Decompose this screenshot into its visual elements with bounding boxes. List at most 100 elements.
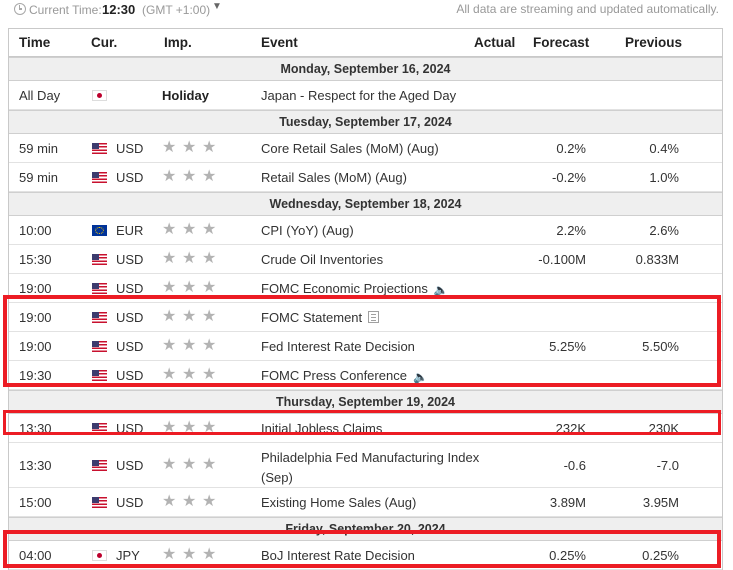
event-name[interactable]: CPI (YoY) (Aug) <box>261 223 354 238</box>
event-name[interactable]: FOMC Press Conference <box>261 368 407 383</box>
star-icon: ★ <box>182 221 197 238</box>
currency: USD <box>116 141 144 156</box>
highlight-box-fomc <box>3 295 721 387</box>
previous-value: 5.50% <box>642 339 679 354</box>
event-name-with-icon[interactable]: FOMC Press Conference 🔈 <box>261 368 428 384</box>
event-name-with-icon[interactable]: FOMC Statement <box>261 310 380 325</box>
date-row-tuesday: Tuesday, September 17, 2024 <box>9 110 722 134</box>
header-previous[interactable]: Previous <box>625 35 683 50</box>
importance-stars: ★ ★ ★ <box>162 140 222 156</box>
highlight-box-boj <box>3 530 721 568</box>
star-icon: ★ <box>202 337 217 354</box>
star-icon: ★ <box>162 308 177 325</box>
previous-value: 3.95M <box>642 495 679 510</box>
event-time: 19:00 <box>19 310 52 325</box>
header-currency[interactable]: Cur. <box>91 35 118 50</box>
header-forecast[interactable]: Forecast <box>533 35 590 50</box>
table-row[interactable]: 19:00 USD ★ ★ ★ FOMC Statement <box>9 303 722 332</box>
event-time: 19:00 <box>19 339 52 354</box>
header-event[interactable]: Event <box>261 35 298 50</box>
event-name[interactable]: Retail Sales (MoM) (Aug) <box>261 170 407 185</box>
event-time: 59 min <box>19 141 59 156</box>
forecast-value: 5.25% <box>549 339 586 354</box>
clock-icon <box>14 3 26 15</box>
holiday-label: Holiday <box>162 88 209 103</box>
us-flag-icon <box>92 341 107 352</box>
speaker-icon[interactable]: 🔈 <box>433 283 449 297</box>
forecast-value: -0.100M <box>538 252 586 267</box>
date-row-wednesday: Wednesday, September 18, 2024 <box>9 192 722 216</box>
forecast-value: 3.89M <box>549 495 586 510</box>
table-header: Time Cur. Imp. Event Actual Forecast Pre… <box>9 29 722 57</box>
event-name[interactable]: Fed Interest Rate Decision <box>261 339 415 354</box>
star-icon: ★ <box>182 419 197 436</box>
us-flag-icon <box>92 143 107 154</box>
previous-value: 1.0% <box>649 170 679 185</box>
table-row[interactable]: 13:30 USD ★ ★ ★ Philadelphia Fed Manufactu… <box>9 443 722 488</box>
table-row[interactable]: 15:00 USD ★ ★ ★ Existing Home Sales (Aug) … <box>9 488 722 517</box>
event-time: 19:00 <box>19 281 52 296</box>
star-icon: ★ <box>162 168 177 185</box>
header-importance[interactable]: Imp. <box>164 35 192 50</box>
eu-flag-icon <box>92 225 107 236</box>
chevron-down-icon[interactable]: ▼ <box>212 1 222 12</box>
currency: USD <box>116 495 144 510</box>
star-icon: ★ <box>162 250 177 267</box>
event-name[interactable]: Japan - Respect for the Aged Day <box>261 88 457 103</box>
table-row[interactable]: 10:00 EUR ★ ★ ★ CPI (YoY) (Aug) 2.2% 2.6% <box>9 216 722 245</box>
currency: USD <box>116 368 144 383</box>
table-row[interactable]: 59 min USD ★ ★ ★ Core Retail Sales (MoM) (… <box>9 134 722 163</box>
event-name[interactable]: FOMC Economic Projections <box>261 281 428 296</box>
speaker-icon[interactable]: 🔈 <box>412 370 428 384</box>
star-icon: ★ <box>182 366 197 383</box>
star-icon: ★ <box>202 546 217 563</box>
previous-value: 0.833M <box>635 252 679 267</box>
star-icon: ★ <box>182 250 197 267</box>
forecast-value: 0.25% <box>549 548 586 563</box>
event-name-with-icon[interactable]: FOMC Economic Projections 🔈 <box>261 281 449 297</box>
event-name[interactable]: Philadelphia Fed Manufacturing Index (Se… <box>261 450 480 485</box>
currency: USD <box>116 310 144 325</box>
currency: USD <box>116 281 144 296</box>
us-flag-icon <box>92 460 107 471</box>
currency: EUR <box>116 223 144 238</box>
previous-value: -7.0 <box>656 458 679 473</box>
event-time: All Day <box>19 88 61 103</box>
importance-stars: ★ ★ ★ <box>162 338 222 354</box>
table-row[interactable]: 59 min USD ★ ★ ★ Retail Sales (MoM) (Aug) … <box>9 163 722 192</box>
star-icon: ★ <box>202 308 217 325</box>
event-time: 59 min <box>19 170 59 185</box>
table-row[interactable]: 15:30 USD ★ ★ ★ Crude Oil Inventories -0.1… <box>9 245 722 274</box>
document-icon[interactable] <box>368 311 380 323</box>
star-icon: ★ <box>202 493 217 510</box>
forecast-value: 0.2% <box>556 141 586 156</box>
event-name[interactable]: FOMC Statement <box>261 310 363 325</box>
importance-stars: ★ ★ ★ <box>162 251 222 267</box>
table-row[interactable]: All Day Holiday Japan - Respect for the … <box>9 81 722 110</box>
timezone-selector[interactable]: (GMT +1:00) <box>142 3 211 17</box>
us-flag-icon <box>92 370 107 381</box>
currency: USD <box>116 339 144 354</box>
previous-value: 0.4% <box>649 141 679 156</box>
star-icon: ★ <box>202 139 217 156</box>
header-time[interactable]: Time <box>19 35 51 50</box>
event-name[interactable]: BoJ Interest Rate Decision <box>261 548 415 563</box>
table-row[interactable]: 19:00 USD ★ ★ ★ Fed Interest Rate Decision… <box>9 332 722 361</box>
star-icon: ★ <box>182 279 197 296</box>
star-icon: ★ <box>162 337 177 354</box>
star-icon: ★ <box>162 493 177 510</box>
star-icon: ★ <box>202 168 217 185</box>
event-name[interactable]: Existing Home Sales (Aug) <box>261 495 417 510</box>
event-name[interactable]: Crude Oil Inventories <box>261 252 384 267</box>
currency: USD <box>116 170 144 185</box>
star-icon: ★ <box>162 279 177 296</box>
header-actual[interactable]: Actual <box>474 35 516 50</box>
event-time: 15:30 <box>19 252 52 267</box>
star-icon: ★ <box>202 250 217 267</box>
star-icon: ★ <box>162 366 177 383</box>
importance-stars: ★ ★ ★ <box>162 367 222 383</box>
event-name[interactable]: Core Retail Sales (MoM) (Aug) <box>261 141 439 156</box>
star-icon: ★ <box>162 221 177 238</box>
star-icon: ★ <box>182 493 197 510</box>
star-icon: ★ <box>182 456 197 473</box>
